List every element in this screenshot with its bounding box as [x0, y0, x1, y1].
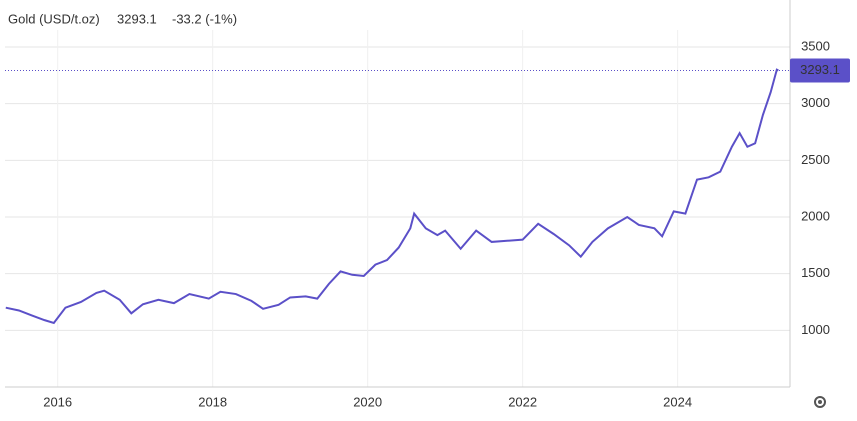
last-value-label: 3293.1 [800, 62, 840, 77]
gear[interactable] [814, 396, 826, 408]
y-tick-label: 3500 [801, 38, 830, 53]
header-value: 3293.1 [117, 11, 157, 26]
chart-title: Gold (USD/t.oz) [8, 11, 100, 26]
settings-icon[interactable] [814, 396, 826, 408]
y-tick-label: 1500 [801, 265, 830, 280]
x-tick-label: 2018 [198, 394, 227, 409]
y-tick-label: 3000 [801, 95, 830, 110]
header-change: -33.2 (-1%) [172, 11, 237, 26]
gear-center[interactable] [818, 400, 822, 404]
last-value-box [790, 58, 850, 83]
x-tick-label: 2022 [508, 394, 537, 409]
y-tick-label: 1000 [801, 322, 830, 337]
x-tick-label: 2024 [663, 394, 692, 409]
x-tick-label: 2016 [43, 394, 72, 409]
x-tick-label: 2020 [353, 394, 382, 409]
y-tick-label: 2000 [801, 208, 830, 223]
price-line [5, 68, 779, 325]
y-tick-label: 2500 [801, 152, 830, 167]
